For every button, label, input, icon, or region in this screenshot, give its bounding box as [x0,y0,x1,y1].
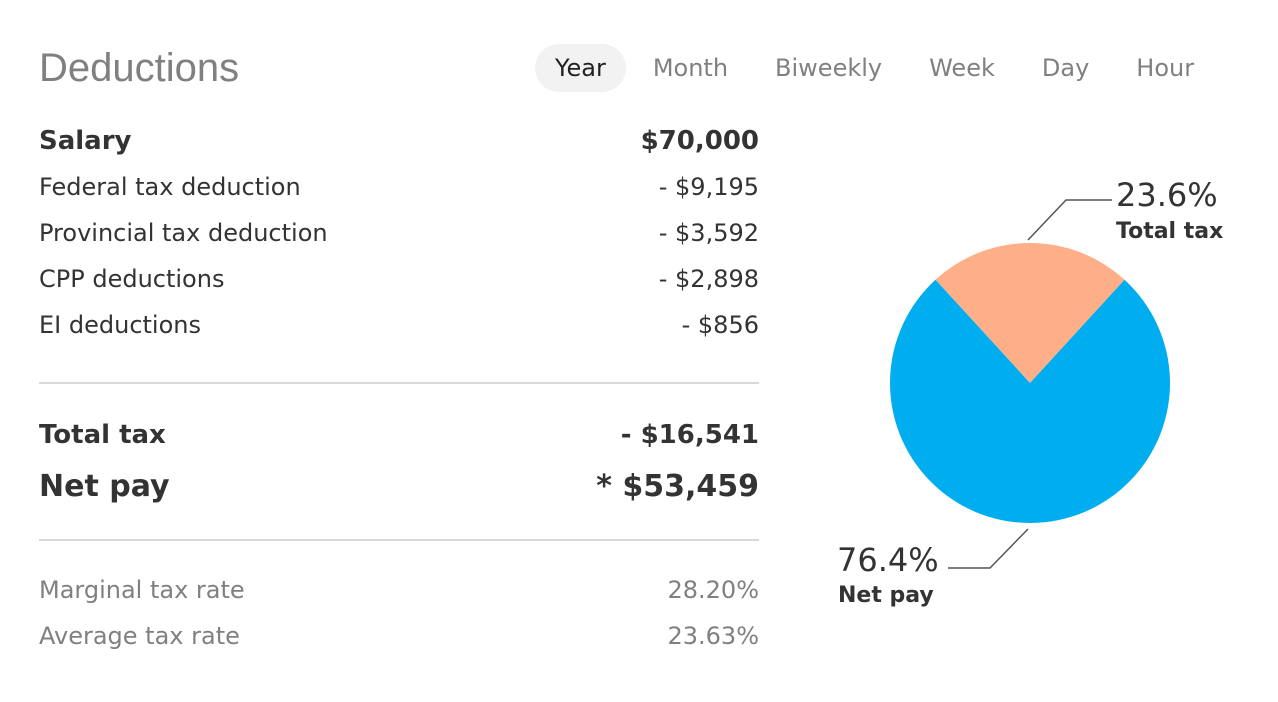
net-pay-value: * $53,459 [596,468,759,504]
rate-value: 28.20% [667,576,759,604]
data-label-net-pay: Net pay [838,583,934,608]
deduction-row-cpp: CPP deductions - $2,898 [39,256,759,302]
divider [39,539,759,541]
leader-line-net-pay [948,528,1029,569]
deduction-row-provincial: Provincial tax deduction - $3,592 [39,210,759,256]
divider [39,382,759,384]
pie-slice-total-tax [935,243,1125,383]
total-tax-value: - $16,541 [620,420,759,450]
tab-biweekly[interactable]: Biweekly [775,54,883,82]
deduction-value: - $856 [681,311,759,339]
tab-month[interactable]: Month [652,54,729,82]
data-label-total-tax-percent: 23.6% [1116,176,1218,214]
pie-chart: 23.6% Total tax 76.4% Net pay [837,176,1223,608]
total-tax-label: Total tax [39,420,166,450]
deduction-label: Provincial tax deduction [39,219,328,247]
page-title: Deductions [39,46,240,90]
data-label-net-pay-percent: 76.4% [837,541,939,579]
net-pay-label: Net pay [39,468,170,504]
deduction-value: - $3,592 [658,219,759,247]
salary-row: Salary $70,000 [39,118,759,164]
deductions-table: Salary $70,000 Federal tax deduction - $… [39,118,759,659]
tab-day[interactable]: Day [1041,54,1090,82]
period-tabs: Year Month Biweekly Week Day Hour [535,44,1221,92]
data-label-total-tax: Total tax [1116,219,1223,244]
deduction-value: - $9,195 [658,173,759,201]
salary-value: $70,000 [640,126,759,156]
tab-hour[interactable]: Hour [1136,54,1195,82]
deduction-row-ei: EI deductions - $856 [39,302,759,348]
total-tax-row: Total tax - $16,541 [39,412,759,458]
deduction-label: EI deductions [39,311,201,339]
tab-week[interactable]: Week [929,54,995,82]
deduction-label: CPP deductions [39,265,225,293]
salary-label: Salary [39,126,132,156]
pie-slice-net-pay [890,279,1170,523]
deduction-row-federal: Federal tax deduction - $9,195 [39,164,759,210]
net-pay-row: Net pay * $53,459 [39,458,759,514]
tab-year[interactable]: Year [535,44,626,92]
rate-label: Average tax rate [39,622,240,650]
rate-label: Marginal tax rate [39,576,245,604]
leader-line-total-tax [1027,199,1112,241]
marginal-rate-row: Marginal tax rate 28.20% [39,567,759,613]
deduction-value: - $2,898 [658,265,759,293]
rate-value: 23.63% [667,622,759,650]
average-rate-row: Average tax rate 23.63% [39,613,759,659]
deduction-label: Federal tax deduction [39,173,301,201]
